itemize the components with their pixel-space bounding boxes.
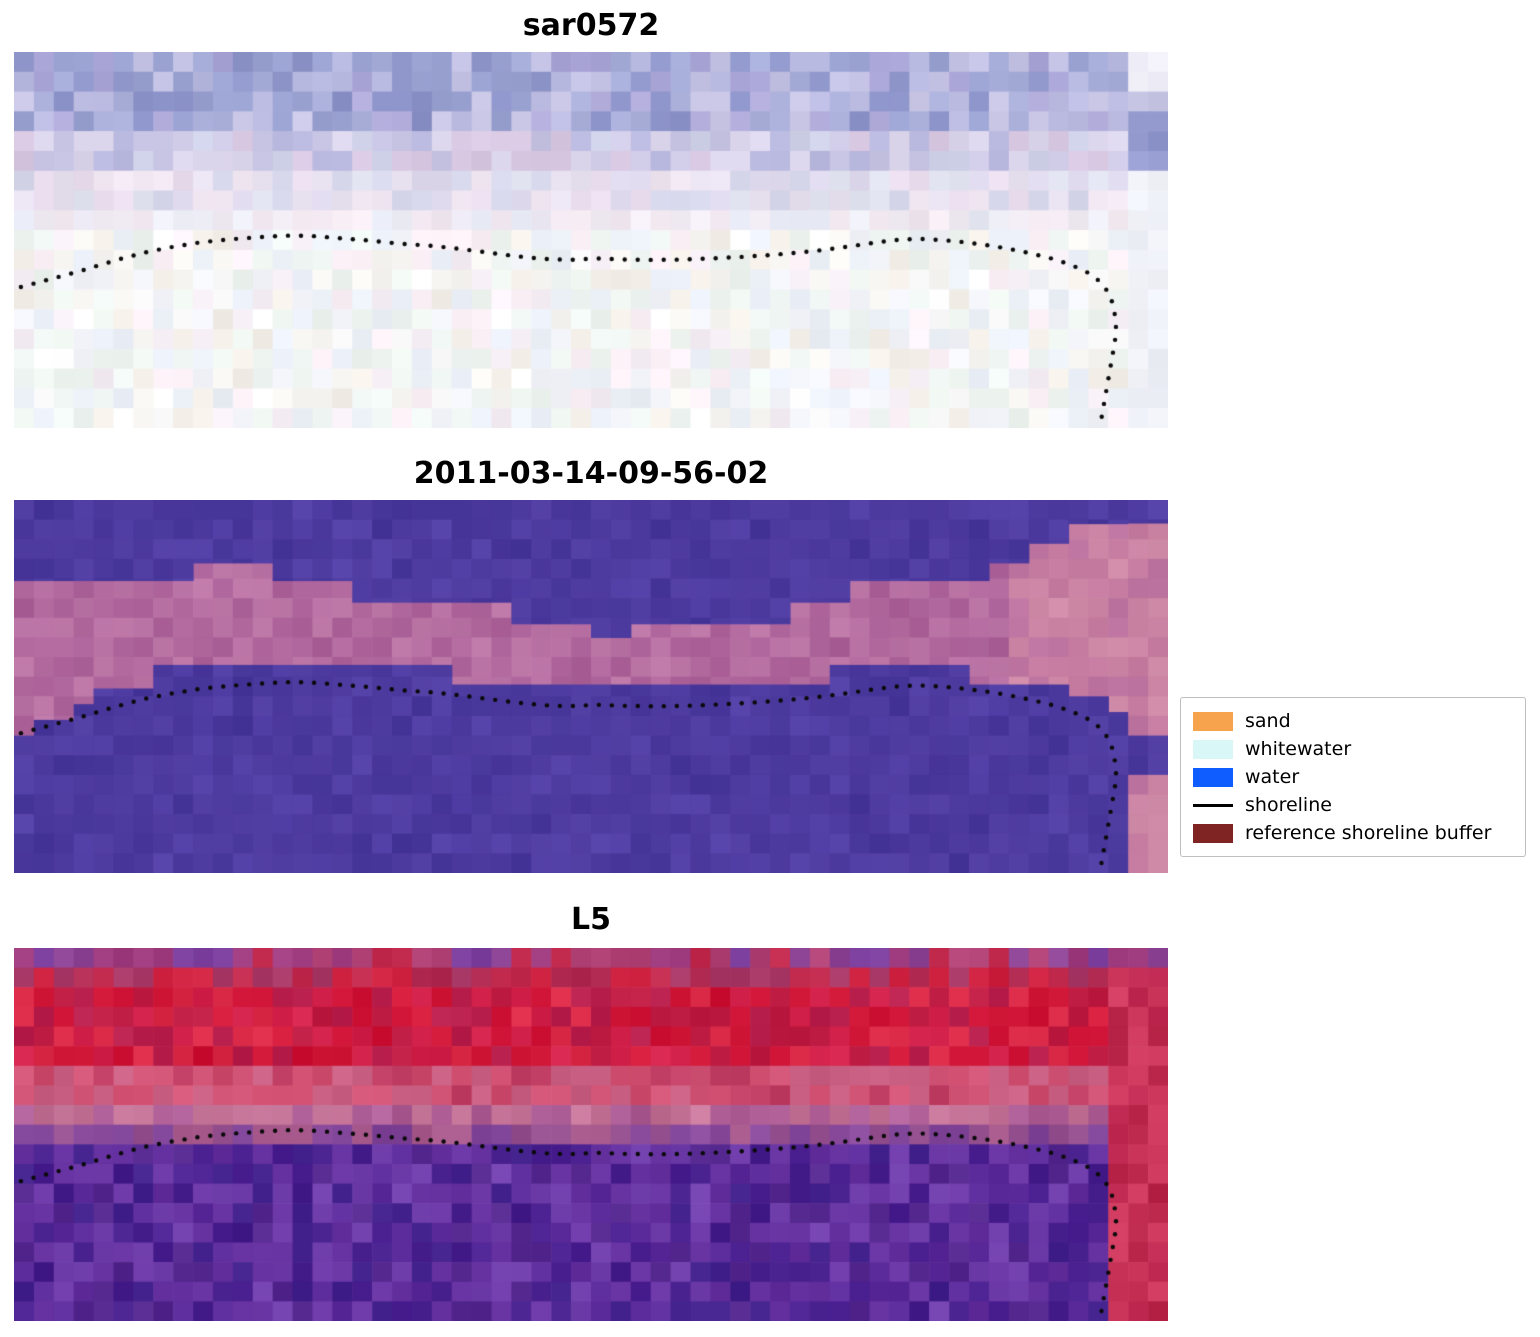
legend-item-shoreline: shoreline (1193, 791, 1513, 819)
legend-label: shoreline (1245, 794, 1332, 816)
legend-label: water (1245, 766, 1300, 788)
panel-title-classified: 2011-03-14-09-56-02 (413, 456, 769, 491)
legend-label: sand (1245, 710, 1291, 732)
legend-color-swatch (1193, 739, 1233, 759)
legend-item-reference-shoreline-buffer: reference shoreline buffer (1193, 819, 1513, 847)
legend-item-sand: sand (1193, 707, 1513, 735)
l5-image-canvas (14, 948, 1168, 1321)
legend-color-swatch (1193, 767, 1233, 787)
legend-item-whitewater: whitewater (1193, 735, 1513, 763)
panel-title-sar0572: sar0572 (522, 8, 660, 43)
panel-l5 (14, 948, 1168, 1321)
legend-color-swatch (1193, 711, 1233, 731)
panel-title-l5: L5 (571, 902, 611, 937)
legend-box: sand whitewater water shoreline reference sh… (1180, 697, 1526, 857)
panel-sar0572 (14, 52, 1168, 428)
legend-label: whitewater (1245, 738, 1352, 760)
legend-items: sand whitewater water shoreline reference sh… (1193, 707, 1513, 847)
shoreline-line-sample (1193, 803, 1233, 807)
sar0572-image-canvas (14, 52, 1168, 428)
legend-label: reference shoreline buffer (1245, 822, 1492, 844)
classified-image-canvas (14, 500, 1168, 873)
legend-color-swatch (1193, 823, 1233, 843)
panel-classified (14, 500, 1168, 873)
legend-item-water: water (1193, 763, 1513, 791)
